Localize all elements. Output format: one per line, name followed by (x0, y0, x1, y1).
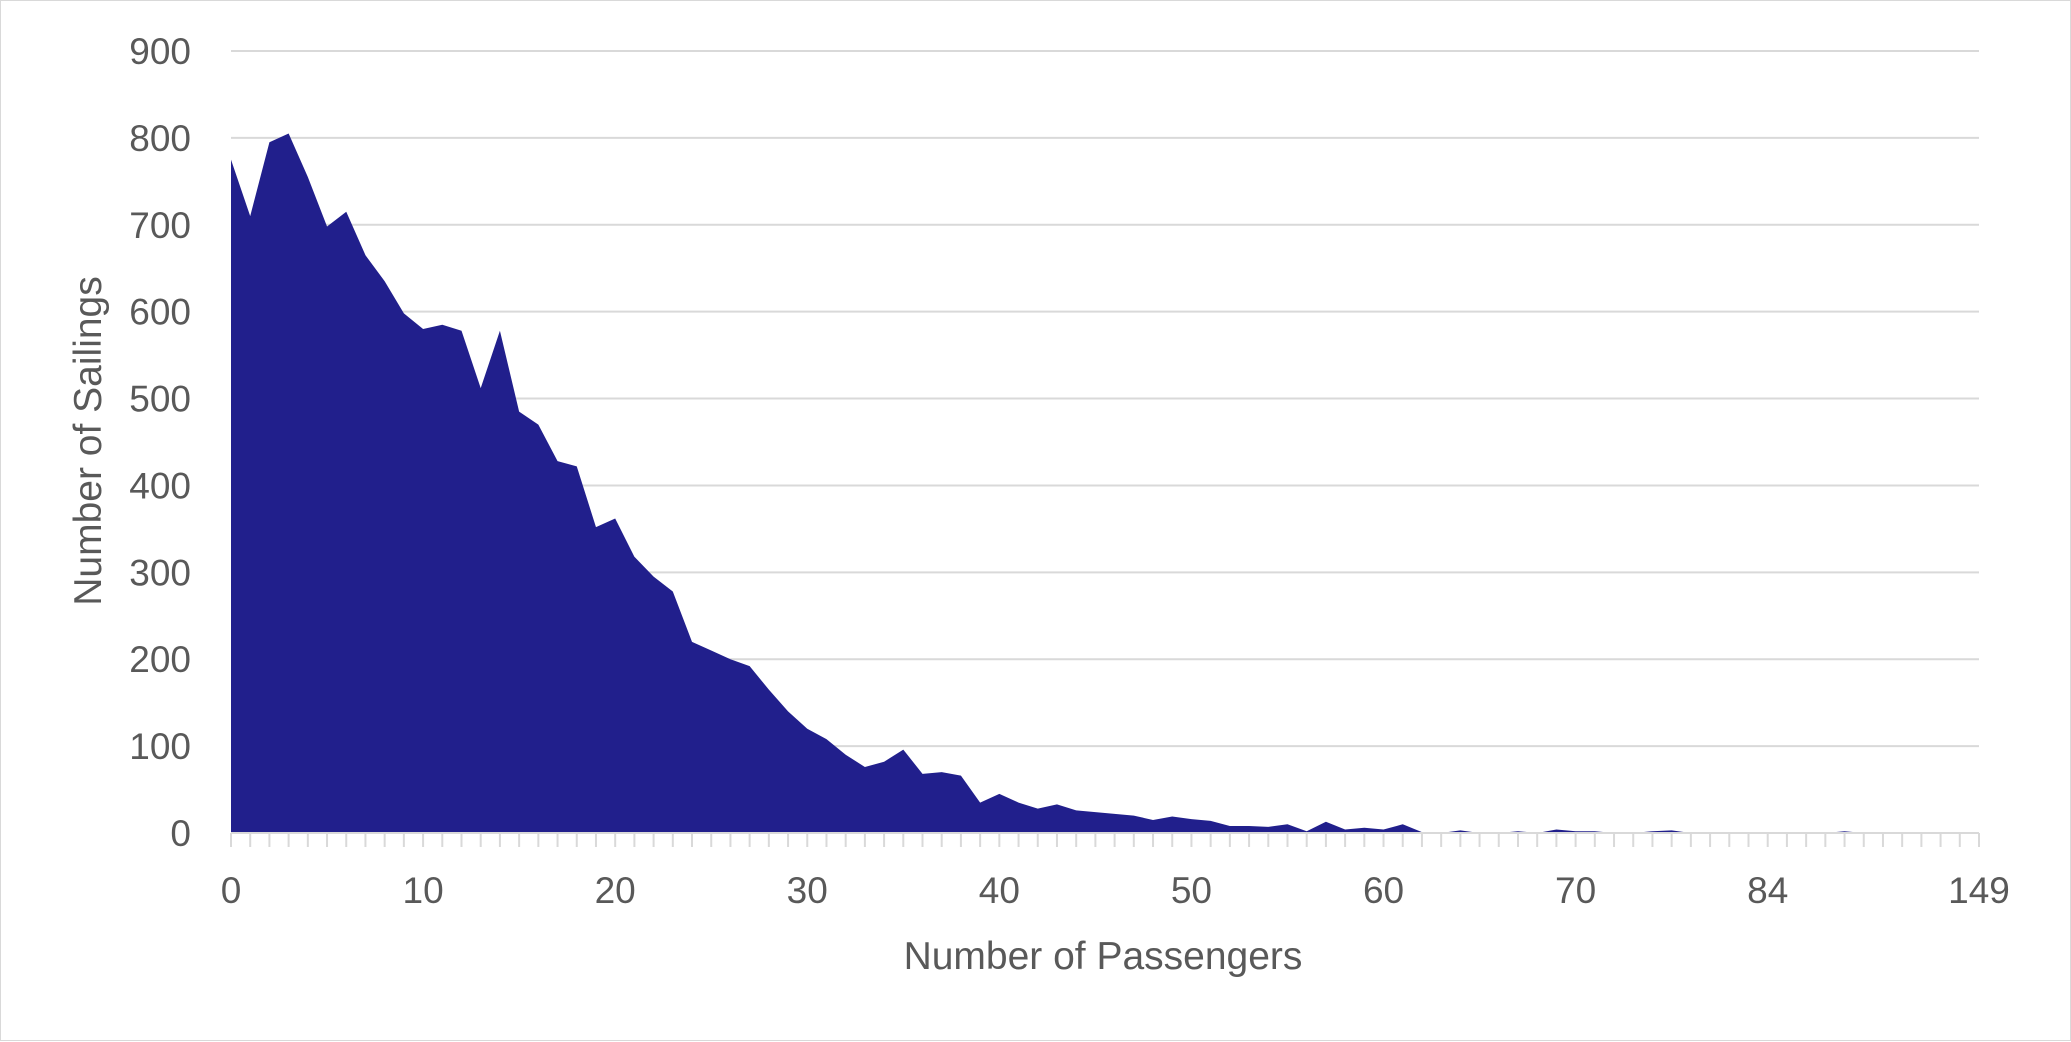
sailings-area (231, 133, 1979, 834)
x-tick-label-149: 149 (1948, 870, 2010, 911)
y-tick-label-800: 800 (129, 118, 191, 159)
y-tick-label-900: 900 (129, 31, 191, 72)
x-axis-tick-labels: 0 10 20 30 40 50 60 70 84 149 (221, 870, 2010, 911)
y-tick-label-100: 100 (129, 726, 191, 767)
x-tick-label-50: 50 (1171, 870, 1212, 911)
y-tick-label-600: 600 (129, 292, 191, 333)
y-tick-label-500: 500 (129, 379, 191, 420)
plot-area (231, 133, 1979, 834)
x-tick-label-10: 10 (403, 870, 444, 911)
y-tick-label-0: 0 (170, 813, 191, 854)
x-tick-label-0: 0 (221, 870, 242, 911)
y-tick-label-400: 400 (129, 465, 191, 506)
x-tick-label-84: 84 (1747, 870, 1788, 911)
x-tick-label-70: 70 (1555, 870, 1596, 911)
x-tick-label-60: 60 (1363, 870, 1404, 911)
x-tick-label-40: 40 (979, 870, 1020, 911)
x-axis-title: Number of Passengers (904, 935, 1303, 978)
x-tick-label-20: 20 (595, 870, 636, 911)
y-axis-tick-labels: 0 100 200 300 400 500 600 700 800 900 (129, 31, 191, 854)
y-tick-label-200: 200 (129, 639, 191, 680)
y-tick-label-700: 700 (129, 205, 191, 246)
x-tick-label-30: 30 (787, 870, 828, 911)
x-axis (230, 832, 1980, 847)
y-tick-label-300: 300 (129, 552, 191, 593)
y-axis-title: Number of Sailings (67, 276, 110, 605)
